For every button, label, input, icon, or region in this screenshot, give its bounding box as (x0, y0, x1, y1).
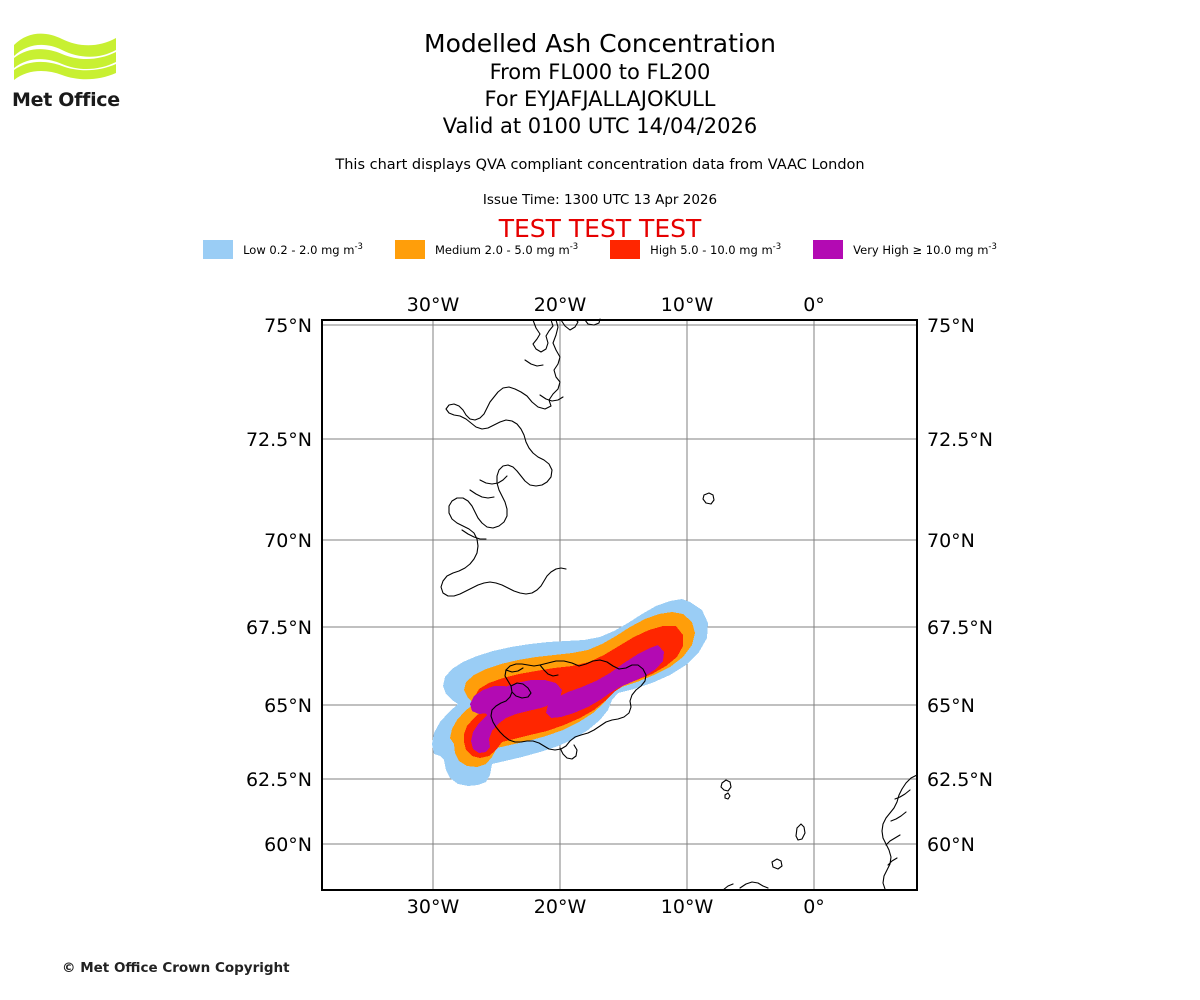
lat-label-right-6: 60°N (927, 834, 975, 856)
lat-label-left-2: 70°N (264, 530, 312, 552)
lon-label-bottom-2: 10°W (661, 896, 714, 918)
concentration-legend: Low 0.2 - 2.0 mg m-3 Medium 2.0 - 5.0 mg… (0, 240, 1200, 259)
legend-low-unit: mg m (321, 242, 355, 257)
legend-swatch-medium (394, 240, 425, 259)
lon-label-bottom-0: 30°W (407, 896, 460, 918)
legend-very-high-range: ≥ 10.0 (912, 242, 952, 257)
coastline-greenland-fjords (461, 359, 564, 540)
map-background (322, 320, 917, 890)
legend-label-low: Low 0.2 - 2.0 mg m-3 (243, 242, 363, 257)
legend-item-medium: Medium 2.0 - 5.0 mg m-3 (394, 240, 578, 259)
longitude-labels-top: 30°W 20°W 10°W 0° (407, 294, 825, 316)
lat-label-left-0: 75°N (264, 315, 312, 337)
legend-label-medium: Medium 2.0 - 5.0 mg m-3 (435, 242, 578, 257)
coastline-greenland (440, 318, 601, 597)
legend-medium-unit: mg m (536, 242, 570, 257)
map-gridlines (322, 320, 917, 890)
lat-label-right-0: 75°N (927, 315, 975, 337)
lat-label-left-3: 67.5°N (246, 617, 312, 639)
test-banner: TEST TEST TEST (498, 214, 702, 243)
coastline-faroe-islands (720, 779, 732, 800)
coastline-norway (881, 774, 918, 890)
legend-very-high-unit: mg m (955, 242, 989, 257)
legend-item-very-high: Very High ≥ 10.0 mg m-3 (813, 240, 997, 259)
lat-label-right-2: 70°N (927, 530, 975, 552)
legend-medium-prefix: Medium (434, 242, 481, 257)
legend-medium-range: 2.0 - 5.0 (484, 242, 533, 257)
coastline-scotland (722, 881, 769, 891)
lat-label-right-3: 67.5°N (927, 617, 993, 639)
coastline-iceland (490, 659, 647, 751)
legend-swatch-very-high (813, 240, 844, 259)
met-office-wave-mark (14, 33, 116, 80)
longitude-labels-bottom: 30°W 20°W 10°W 0° (407, 896, 825, 918)
legend-high-range: 5.0 - 10.0 (680, 242, 736, 257)
qva-disclaimer: This chart displays QVA compliant concen… (335, 157, 865, 173)
lon-label-top-1: 20°W (534, 294, 587, 316)
coastline-iceland-westfjords (505, 664, 559, 699)
chart-title-block: Modelled Ash Concentration From FL000 to… (0, 28, 1200, 140)
ash-contour-very-high-ne (546, 645, 664, 718)
legend-very-high-prefix: Very High (853, 242, 909, 257)
legend-low-range: 0.2 - 2.0 (269, 242, 318, 257)
legend-high-exp: -3 (772, 242, 782, 253)
latitude-labels-right: 75°N 72.5°N 70°N 67.5°N 65°N 62.5°N 60°N (927, 315, 993, 856)
legend-high-prefix: High (650, 242, 677, 257)
lon-label-top-2: 10°W (661, 294, 714, 316)
latitude-labels-left: 75°N 72.5°N 70°N 67.5°N 65°N 62.5°N 60°N (246, 315, 312, 856)
title-line-3: For EYJAFJALLAJOKULL (484, 87, 716, 111)
ash-plume-contours (432, 599, 708, 786)
lon-label-bottom-1: 20°W (534, 896, 587, 918)
lat-label-left-4: 65°N (264, 695, 312, 717)
lon-label-bottom-3: 0° (803, 896, 825, 918)
coastline-orkney (771, 858, 783, 870)
lat-label-right-1: 72.5°N (927, 429, 993, 451)
coastlines (440, 318, 918, 891)
coastline-shetland (795, 823, 806, 841)
legend-label-very-high: Very High ≥ 10.0 mg m-3 (853, 242, 997, 257)
map-frame (321, 319, 918, 891)
legend-medium-exp: -3 (569, 242, 579, 253)
met-office-logo: Met Office (12, 28, 122, 111)
title-line-4: Valid at 0100 UTC 14/04/2026 (442, 114, 758, 138)
lon-label-top-3: 0° (803, 294, 825, 316)
copyright-footer: © Met Office Crown Copyright (62, 960, 290, 976)
legend-low-prefix: Low (243, 242, 266, 257)
lat-label-left-5: 62.5°N (246, 769, 312, 791)
legend-high-unit: mg m (739, 242, 773, 257)
ash-contour-very-high-west (470, 686, 516, 714)
lat-label-left-1: 72.5°N (246, 429, 312, 451)
legend-item-low: Low 0.2 - 2.0 mg m-3 (203, 240, 363, 259)
met-office-logo-text: Met Office (12, 89, 120, 111)
legend-item-high: High 5.0 - 10.0 mg m-3 (610, 240, 781, 259)
lat-label-right-4: 65°N (927, 695, 975, 717)
issue-time: Issue Time: 1300 UTC 13 Apr 2026 (482, 192, 718, 208)
lon-label-top-0: 30°W (407, 294, 460, 316)
coastline-iceland-south (559, 744, 578, 760)
title-line-2: From FL000 to FL200 (489, 60, 711, 84)
lat-label-right-5: 62.5°N (927, 769, 993, 791)
legend-swatch-high (610, 240, 641, 259)
legend-swatch-low (203, 240, 234, 259)
legend-low-exp: -3 (354, 242, 363, 253)
title-line-1: Modelled Ash Concentration (424, 29, 776, 58)
legend-very-high-exp: -3 (988, 242, 997, 253)
legend-label-high: High 5.0 - 10.0 mg m-3 (650, 242, 781, 257)
coastline-jan-mayen (702, 492, 715, 505)
lat-label-left-6: 60°N (264, 834, 312, 856)
